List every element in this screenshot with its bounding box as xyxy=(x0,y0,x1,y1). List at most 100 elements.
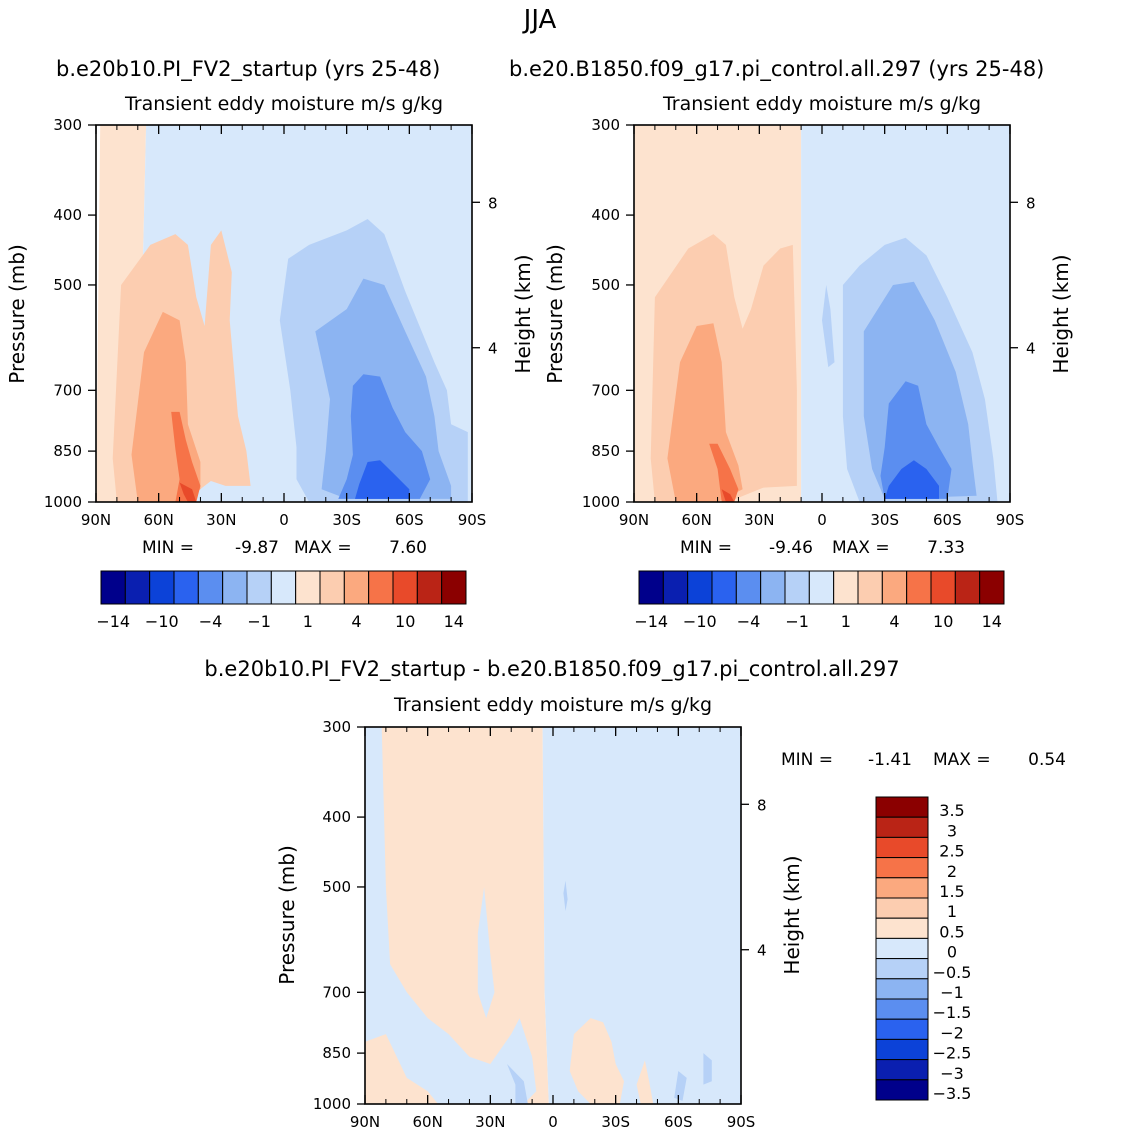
x-tick-label: 60S xyxy=(664,1113,693,1131)
colorbar-swatch-12 xyxy=(875,1018,929,1040)
contour-region-5 xyxy=(709,443,739,502)
contour-region-7 xyxy=(365,1034,439,1104)
right-tick-label: 8 xyxy=(488,194,498,212)
x-tick-label: 90N xyxy=(81,511,111,529)
contour-region-10 xyxy=(674,1071,687,1101)
panel-3-right-label: Height (km) xyxy=(780,855,804,974)
panel-3-min-value: -1.41 xyxy=(868,750,912,770)
colorbar-swatch-13 xyxy=(930,570,956,605)
colorbar-swatch-4 xyxy=(173,570,199,605)
colorbar-swatch-11 xyxy=(875,998,929,1020)
y-tick-label: 300 xyxy=(322,718,351,736)
colorbar-label: 1 xyxy=(841,612,851,631)
colorbar-label: 0 xyxy=(947,943,957,962)
colorbar-swatch-15 xyxy=(441,570,467,605)
colorbar-label: −14 xyxy=(96,612,130,631)
x-tick-label: 90N xyxy=(350,1113,380,1131)
colorbar-swatch-7 xyxy=(246,570,272,605)
colorbar-swatch-10 xyxy=(875,978,929,1000)
colorbar-swatch-9 xyxy=(875,958,929,980)
panel-3: b.e20b10.PI_FV2_startup - b.e20.B1850.f0… xyxy=(204,657,1066,1131)
colorbar-swatch-2 xyxy=(662,570,689,605)
colorbar-swatch-14 xyxy=(875,1059,929,1081)
colorbar-swatch-4 xyxy=(711,570,737,605)
contour-region-3 xyxy=(365,727,537,1104)
panel-1-y-label: Pressure (mb) xyxy=(5,244,29,384)
colorbar-label: −0.5 xyxy=(933,963,972,982)
colorbar-label: 10 xyxy=(395,612,415,631)
y-tick-label: 400 xyxy=(591,206,620,224)
colorbar-label: 1.5 xyxy=(939,882,964,901)
figure-season-title: JJA xyxy=(522,5,557,35)
panel-2-colorbar: −14 −10 −4 −1 1 4 10 14 xyxy=(634,570,1005,631)
y-tick-label: 1000 xyxy=(313,1095,351,1113)
panel-3-title: b.e20b10.PI_FV2_startup - b.e20.B1850.f0… xyxy=(204,657,899,682)
contour-region-7 xyxy=(822,285,835,368)
right-tick-label: 4 xyxy=(1026,340,1036,358)
panel-2-max-value: 7.33 xyxy=(927,538,965,558)
panel-1-title: b.e20b10.PI_FV2_startup (yrs 25-48) xyxy=(56,57,440,82)
y-tick-label: 500 xyxy=(322,878,351,896)
colorbar-swatch-11 xyxy=(343,570,370,605)
colorbar-swatch-3 xyxy=(875,836,929,859)
x-tick-label: 0 xyxy=(817,511,827,529)
y-tick-label: 700 xyxy=(591,381,620,399)
contour-region-10 xyxy=(880,381,952,499)
panel-3-max-value: 0.54 xyxy=(1028,750,1066,770)
contour-region-6 xyxy=(179,482,197,502)
colorbar-label: 1 xyxy=(947,902,957,921)
colorbar-label: 4 xyxy=(889,612,899,631)
colorbar-label: −2.5 xyxy=(933,1044,972,1063)
colorbar-label: 1 xyxy=(303,612,313,631)
colorbar-label: 14 xyxy=(444,612,464,631)
colorbar-swatch-5 xyxy=(735,570,762,605)
colorbar-swatch-7 xyxy=(784,570,810,605)
panel-3-max-label: MAX = xyxy=(933,750,991,770)
contour-region-10 xyxy=(355,460,410,499)
panel-1-min-label: MIN = xyxy=(142,538,194,558)
colorbar-swatch-8 xyxy=(808,570,835,605)
y-tick-label: 850 xyxy=(591,442,620,460)
colorbar-swatch-15 xyxy=(979,570,1005,605)
y-tick-label: 400 xyxy=(322,808,351,826)
panel-2-right-label: Height (km) xyxy=(1049,254,1073,373)
panel-1-field xyxy=(96,125,472,502)
contour-region-5 xyxy=(569,1018,624,1104)
panel-3-y-label: Pressure (mb) xyxy=(275,845,299,985)
panel-1: b.e20b10.PI_FV2_startup (yrs 25-48) Tran… xyxy=(5,57,535,631)
contour-region-9 xyxy=(338,374,431,499)
colorbar-swatch-14 xyxy=(954,570,981,605)
colorbar-label: 3.5 xyxy=(939,801,964,820)
panel-2-min-label: MIN = xyxy=(680,538,732,558)
colorbar-swatch-8 xyxy=(270,570,297,605)
y-tick-label: 1000 xyxy=(582,493,620,511)
contour-region-11 xyxy=(884,460,939,499)
panel-1-min-value: -9.87 xyxy=(235,538,279,558)
colorbar-label: 3 xyxy=(947,821,957,840)
colorbar-swatch-1 xyxy=(875,796,929,818)
panel-1-max-label: MAX = xyxy=(294,538,352,558)
colorbar-swatch-5 xyxy=(875,877,929,899)
colorbar-swatch-12 xyxy=(906,570,932,605)
panel-3-colorbar: 3.53 2.521.510.5 0−0.5−1−1.5−2 −2.5−3−3.5 xyxy=(875,796,972,1103)
x-tick-label: 90S xyxy=(727,1113,756,1131)
panel-3-subtitle: Transient eddy moisture m/s g/kg xyxy=(393,694,712,716)
y-tick-label: 1000 xyxy=(44,493,82,511)
contour-region-6 xyxy=(636,1060,654,1104)
colorbar-label: 14 xyxy=(982,612,1002,631)
contour-region-6 xyxy=(721,489,735,502)
right-tick-label: 8 xyxy=(1026,194,1036,212)
panel-2-subtitle: Transient eddy moisture m/s g/kg xyxy=(662,93,981,115)
panel-2-min-value: -9.46 xyxy=(769,538,813,558)
y-tick-label: 300 xyxy=(53,116,82,134)
colorbar-swatch-8 xyxy=(875,937,929,960)
colorbar-label: −1 xyxy=(247,612,271,631)
x-tick-label: 0 xyxy=(279,511,289,529)
colorbar-label: 10 xyxy=(933,612,953,631)
colorbar-label: −3 xyxy=(940,1064,964,1083)
panel-2-max-label: MAX = xyxy=(832,538,890,558)
panel-3-axes: 90N 60N 30N 0 30S 60S 90S 300 400 500 700 850 1000 8 4 xyxy=(313,718,767,1131)
colorbar-swatch-13 xyxy=(875,1038,929,1061)
colorbar-swatch-9 xyxy=(295,570,321,605)
x-tick-label: 60N xyxy=(413,1113,443,1131)
